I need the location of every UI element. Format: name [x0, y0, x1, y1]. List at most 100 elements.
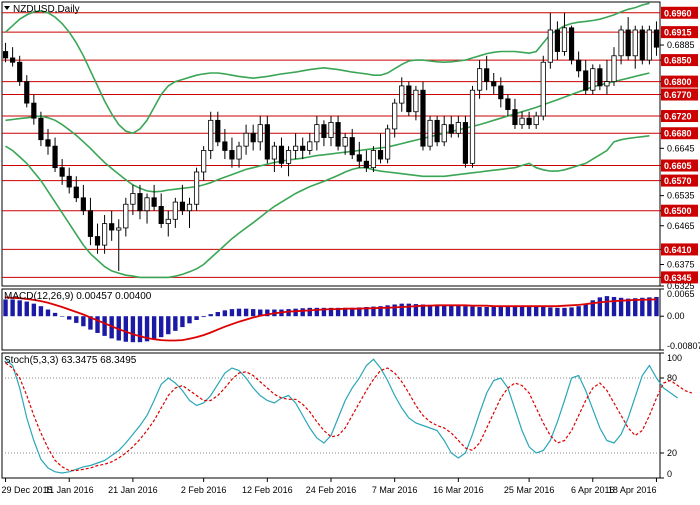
price-level-tag	[661, 110, 698, 123]
macd-bar	[328, 307, 334, 317]
candle-bear	[653, 29, 660, 48]
candle-bear	[38, 117, 44, 141]
macd-bar	[541, 307, 546, 317]
price-level-tag	[661, 174, 698, 187]
candle-bear	[278, 145, 285, 164]
candle-bear	[229, 150, 235, 160]
stoch-axis-label: 100	[667, 353, 682, 363]
macd-bar	[498, 306, 503, 317]
macd-bar	[413, 304, 419, 317]
macd-axis-label: -0.00807	[667, 341, 700, 351]
candle-bull	[547, 29, 553, 63]
macd-bar	[470, 306, 475, 317]
macd-bar	[491, 306, 496, 317]
macd-bar	[463, 306, 468, 317]
macd-bar	[222, 310, 228, 317]
candle-bear	[17, 61, 23, 83]
price-axis-label: 0.6645	[667, 143, 695, 153]
candle-bull	[441, 124, 447, 143]
macd-bar	[215, 312, 220, 317]
macd-bar	[533, 306, 539, 317]
candle-bull	[413, 89, 419, 113]
candle-bull	[144, 197, 150, 212]
candle-bear	[215, 119, 221, 143]
stoch-axis-label: 20	[667, 448, 677, 458]
price-level-label: 0.6570	[664, 176, 692, 186]
candle-bear	[321, 124, 327, 138]
macd-bar	[173, 316, 178, 331]
candle-bull	[193, 171, 200, 205]
stoch-pane[interactable]: 100 80 20 0	[1, 352, 693, 479]
candle-bear	[576, 59, 582, 72]
price-axis-label: 0.6375	[667, 259, 695, 269]
stoch-title: Stoch(5,3,3) 63.3475 68.3495	[4, 355, 137, 366]
stoch-axis-label: 0	[667, 469, 672, 479]
price-pane[interactable]: 0.6885 0.6850 0.6800 0.6770 0.6720 0.6680 0.66…	[1, 1, 698, 291]
macd-bar	[123, 316, 129, 342]
macd-bar	[180, 316, 185, 328]
candle-bull	[519, 117, 525, 126]
macd-bar	[385, 305, 390, 317]
candle-bull	[285, 150, 292, 164]
macd-bar	[314, 307, 320, 317]
macd-bar	[286, 309, 291, 317]
price-level-tag	[661, 127, 698, 140]
macd-bar	[236, 308, 242, 317]
macd-bar	[618, 297, 624, 317]
macd-bar	[31, 303, 37, 317]
macd-pane[interactable]: 0.0065 0.00 -0.00807	[1, 288, 700, 351]
macd-bar	[477, 307, 482, 317]
candle-bear	[300, 145, 306, 151]
macd-bar	[604, 296, 610, 317]
candle-bear	[45, 139, 51, 147]
time-axis-label: 21 Jan 2016	[108, 485, 158, 495]
macd-bar	[427, 304, 433, 317]
candle-bull	[172, 201, 178, 220]
macd-bar	[293, 308, 298, 317]
candle-bull	[590, 68, 596, 91]
macd-bar	[357, 307, 362, 317]
macd-bar	[350, 307, 355, 317]
candle-bear	[179, 201, 186, 212]
triangle-down-icon[interactable]	[4, 6, 10, 10]
price-level-label: 0.6720	[664, 112, 692, 122]
candle-bear	[349, 137, 355, 156]
candle-bear	[625, 29, 631, 57]
macd-bar	[67, 316, 72, 320]
time-axis-label: 7 Mar 2016	[372, 485, 418, 495]
candle-bull	[540, 61, 546, 117]
macd-bar	[10, 299, 15, 317]
stoch-plot-frame	[1, 352, 661, 479]
price-level-label: 0.6850	[664, 56, 692, 66]
candle-bear	[526, 117, 532, 126]
time-axis-label: 24 Feb 2016	[306, 485, 357, 495]
candle-bull	[455, 122, 461, 134]
macd-bar	[597, 297, 603, 317]
candle-bull	[604, 81, 610, 87]
candle-bull	[186, 203, 193, 212]
candle-bear	[250, 132, 256, 143]
macd-bar	[611, 296, 617, 317]
candle-bull	[342, 137, 348, 147]
candle-bear	[597, 68, 603, 87]
macd-bar	[512, 306, 518, 317]
candle-bull	[101, 223, 108, 246]
candle-bear	[73, 186, 79, 199]
candle-bear	[420, 89, 426, 147]
macd-bar	[335, 307, 341, 317]
macd-bar	[548, 307, 553, 317]
time-axis-label: 2 Feb 2016	[181, 485, 227, 495]
candle-bear	[356, 154, 362, 162]
band-lower-line	[5, 135, 650, 279]
candle-bull	[116, 227, 122, 231]
macd-bar	[38, 306, 44, 317]
candle-bear	[87, 210, 94, 237]
candle-bull	[243, 132, 249, 147]
candle-bull	[370, 150, 377, 169]
macd-bar	[378, 306, 383, 317]
macd-bar	[52, 312, 58, 317]
macd-bar	[258, 309, 263, 317]
macd-bar	[505, 306, 511, 317]
macd-bar	[342, 307, 348, 317]
